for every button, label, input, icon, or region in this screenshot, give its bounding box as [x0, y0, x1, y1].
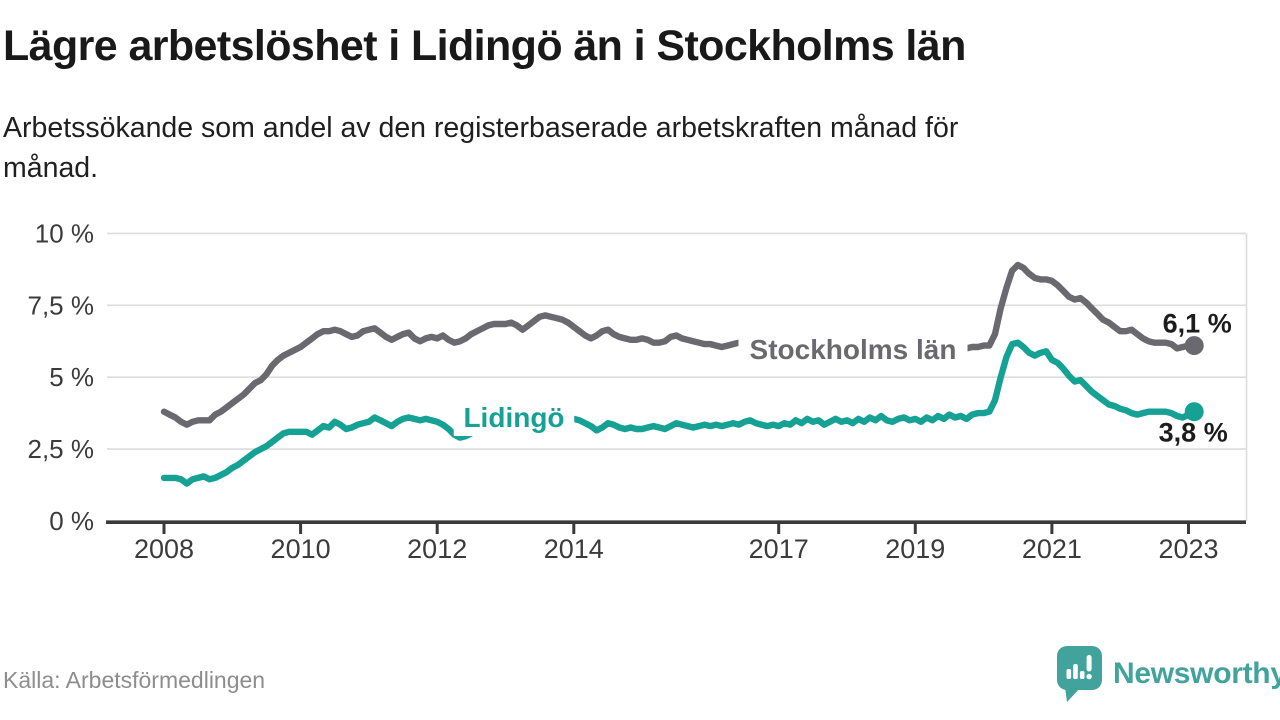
x-tick-label: 2010	[271, 534, 331, 564]
newsworthy-bubble-icon	[1057, 646, 1102, 702]
source-note: Källa: Arbetsförmedlingen	[3, 667, 266, 693]
series-label-mask	[738, 332, 968, 368]
y-tick-label: 0 %	[49, 506, 94, 536]
newsworthy-logo: Newsworthy	[1056, 645, 1280, 703]
series-label-mask	[453, 400, 575, 436]
series-end-dot	[1184, 402, 1204, 422]
y-tick-label: 2,5 %	[28, 434, 95, 464]
y-tick-label: 5 %	[49, 362, 94, 392]
series-end-value-label: 3,8 %	[1159, 418, 1228, 448]
series-label: Stockholms län	[750, 334, 957, 365]
series-line	[160, 339, 1198, 487]
y-tick-label: 10 %	[35, 218, 94, 248]
x-tick-label: 2023	[1158, 534, 1218, 564]
chart-subtitle: Arbetssökande som andel av den registerb…	[3, 108, 958, 188]
x-tick-label: 2017	[749, 534, 809, 564]
series-line	[160, 261, 1198, 428]
x-tick-label: 2021	[1022, 534, 1082, 564]
x-tick-label: 2019	[885, 534, 945, 564]
series-end-dot	[1184, 336, 1204, 356]
page-title: Lägre arbetslöshet i Lidingö än i Stockh…	[3, 22, 966, 70]
x-tick-label: 2012	[407, 534, 467, 564]
series-label: Lidingö	[463, 402, 564, 433]
subtitle-line-2: månad.	[3, 152, 99, 184]
newsworthy-wordmark: Newsworthy	[1113, 657, 1280, 690]
y-tick-label: 7,5 %	[28, 290, 95, 320]
x-tick-label: 2014	[544, 534, 604, 564]
series-end-value-label: 6,1 %	[1163, 309, 1232, 339]
subtitle-line-1: Arbetssökande som andel av den registerb…	[3, 112, 959, 144]
x-tick-label: 2008	[134, 534, 194, 564]
